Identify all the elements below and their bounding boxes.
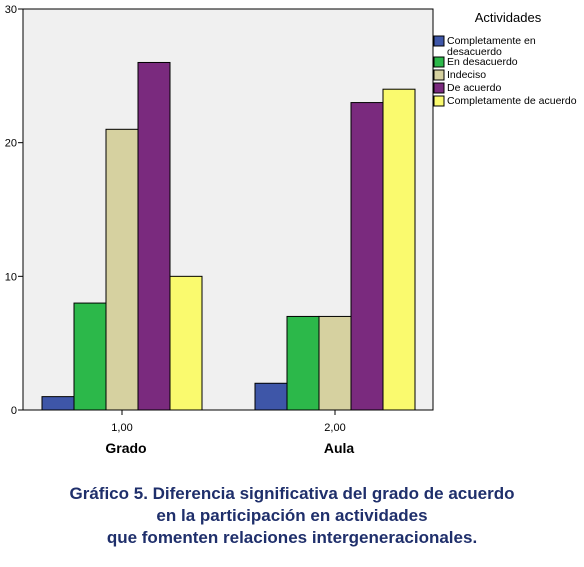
- legend-label: En desacuerdo: [447, 56, 518, 68]
- legend-swatch: [433, 82, 445, 94]
- y-tick-label: 30: [5, 4, 17, 16]
- caption-line-3: que fomenten relaciones intergeneraciona…: [106, 528, 478, 547]
- y-tick-label: 0: [11, 405, 17, 417]
- bar-5-1: [169, 275, 203, 411]
- bars-layer: [41, 61, 416, 411]
- y-tick-label: 20: [5, 138, 17, 150]
- legend-swatch: [433, 95, 445, 107]
- bar-3-2: [318, 315, 352, 411]
- bar-chart: 0 10 20 30 1,00 Grado 2,00 Aula Actividades Com…: [5, 4, 577, 456]
- caption-line-2: en la participación en actividades: [156, 506, 428, 525]
- legend-label: De acuerdo: [447, 82, 501, 94]
- legend-swatch: [433, 35, 445, 47]
- legend-label: Completamente de acuerdo: [447, 95, 577, 107]
- bar-4-2: [350, 102, 384, 411]
- y-tick-label: 10: [5, 271, 17, 283]
- bar-2-2: [286, 315, 320, 411]
- caption-line-1: Gráfico 5. Diferencia significativa del …: [69, 484, 515, 503]
- legend-label: desacuerdo: [447, 46, 502, 58]
- bar-2-1: [73, 302, 107, 411]
- legend-label: Completamente en: [447, 35, 536, 47]
- bar-4-1: [137, 61, 171, 411]
- legend: Actividades Completamente endesacuerdoEn…: [433, 10, 577, 107]
- bar-1-2: [254, 382, 288, 411]
- x-category-name: Aula: [324, 440, 355, 456]
- bar-3-1: [105, 128, 139, 411]
- legend-swatch: [433, 69, 445, 81]
- x-tick-label: 1,00: [111, 422, 132, 434]
- figure-caption: Gráfico 5. Diferencia significativa del …: [0, 483, 584, 549]
- legend-label: Indeciso: [447, 69, 486, 81]
- legend-swatch: [433, 56, 445, 68]
- x-tick-label: 2,00: [324, 422, 345, 434]
- x-category-name: Grado: [105, 440, 146, 456]
- legend-title: Actividades: [475, 10, 542, 25]
- bar-1-1: [41, 396, 75, 411]
- bar-5-2: [382, 88, 416, 411]
- axis-layer: 0 10 20 30 1,00 Grado 2,00 Aula: [5, 4, 355, 456]
